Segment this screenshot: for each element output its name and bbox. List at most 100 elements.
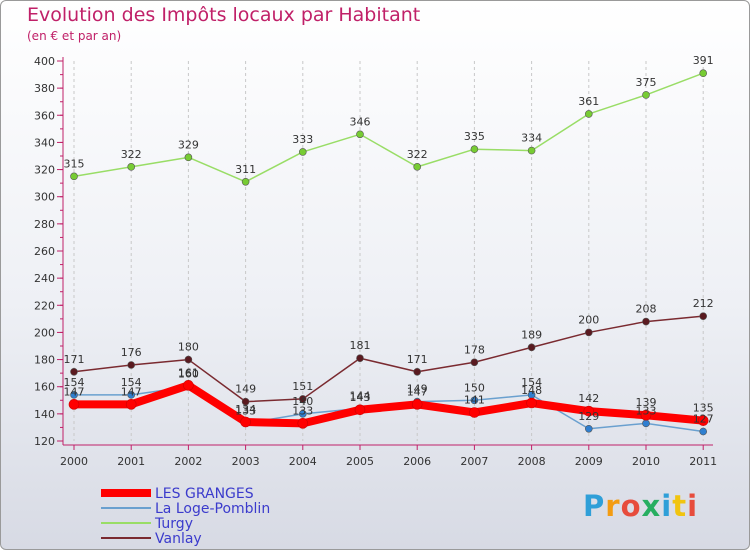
data-label-la-loge-pomblin: 133 (235, 404, 256, 417)
y-tick-label: 180 (34, 354, 55, 367)
data-label-vanlay: 176 (121, 346, 142, 359)
data-label-la-loge-pomblin: 140 (292, 395, 313, 408)
series-line-vanlay (73, 315, 704, 403)
data-label-la-loge-pomblin: 154 (121, 376, 142, 389)
logo-letter: i (687, 489, 699, 523)
data-label-les-granges: 147 (121, 385, 142, 398)
logo-letter: i (661, 489, 673, 523)
point-vanlay-2003 (241, 397, 250, 406)
point-turgy-2005 (356, 130, 364, 139)
point-turgy-2006 (413, 163, 422, 171)
y-tick-label: 380 (34, 82, 55, 95)
point-les-granges-2000 (68, 399, 80, 410)
y-tick-label: 400 (34, 55, 55, 68)
point-les-granges-2006 (411, 399, 423, 410)
y-tick-label: 280 (34, 218, 55, 231)
point-vanlay-2008 (527, 343, 536, 352)
x-tick-label: 2008 (518, 455, 546, 468)
y-tick-label: 300 (34, 191, 55, 204)
data-label-turgy: 311 (235, 163, 256, 176)
proxiti-logo: Proxiti (583, 489, 698, 523)
data-label-la-loge-pomblin: 150 (464, 381, 485, 394)
data-label-la-loge-pomblin: 129 (578, 410, 599, 423)
data-label-la-loge-pomblin: 127 (693, 413, 714, 426)
point-vanlay-2007 (470, 358, 479, 367)
point-les-granges-2011 (697, 415, 709, 426)
point-turgy-2011 (699, 69, 708, 78)
data-label-turgy: 346 (350, 115, 371, 128)
data-label-turgy: 329 (178, 138, 199, 151)
x-tick-label: 2001 (117, 455, 145, 468)
legend-label-la-loge-pomblin: La Loge-Pomblin (155, 501, 270, 517)
data-label-vanlay: 208 (636, 303, 657, 316)
data-label-les-granges: 142 (578, 392, 599, 405)
point-vanlay-2002 (184, 355, 193, 364)
point-la-loge-pomblin-2001 (127, 391, 135, 399)
point-les-granges-2001 (125, 399, 137, 410)
point-vanlay-2009 (584, 328, 593, 337)
point-vanlay-2005 (356, 354, 364, 363)
point-la-loge-pomblin-2000 (70, 391, 78, 399)
point-la-loge-pomblin-2007 (470, 396, 479, 405)
y-tick-label: 160 (34, 381, 55, 394)
x-tick-label: 2000 (60, 455, 88, 468)
y-tick-label: 260 (34, 245, 55, 258)
point-les-granges-2010 (640, 409, 652, 421)
point-les-granges-2003 (240, 416, 251, 428)
data-label-la-loge-pomblin: 144 (350, 389, 371, 402)
point-vanlay-2001 (127, 361, 135, 369)
data-label-les-granges: 148 (521, 384, 542, 397)
point-les-granges-2007 (469, 407, 480, 418)
logo-letter: P (583, 489, 606, 523)
chart-title: Evolution des Impôts locaux par Habitant (27, 4, 421, 26)
legend-label-turgy: Turgy (154, 516, 193, 532)
point-turgy-2004 (298, 148, 307, 156)
point-les-granges-2009 (583, 405, 595, 417)
data-label-turgy: 391 (693, 54, 714, 67)
logo-letter: x (641, 489, 662, 523)
x-tick-label: 2010 (632, 455, 660, 468)
x-tick-label: 2009 (575, 455, 603, 468)
y-tick-label: 120 (34, 435, 55, 448)
point-turgy-2000 (70, 172, 78, 181)
x-tick-label: 2005 (346, 455, 374, 468)
x-tick-label: 2006 (403, 455, 431, 468)
point-les-granges-2005 (354, 404, 366, 416)
data-label-vanlay: 171 (64, 353, 85, 366)
data-label-vanlay: 178 (464, 343, 485, 356)
x-tick-label: 2004 (289, 455, 317, 468)
data-label-les-granges: 139 (636, 396, 657, 409)
point-turgy-2008 (527, 146, 536, 155)
y-tick-label: 360 (34, 109, 55, 122)
data-label-turgy: 322 (407, 148, 428, 161)
data-label-les-granges: 135 (693, 402, 714, 415)
point-vanlay-2011 (699, 312, 708, 320)
legend-label-les-granges: LES GRANGES (155, 486, 254, 502)
data-label-la-loge-pomblin: 149 (407, 383, 428, 396)
point-les-granges-2004 (297, 418, 309, 429)
y-tick-label: 220 (34, 299, 55, 312)
data-label-les-granges: 147 (407, 385, 428, 398)
point-vanlay-2010 (642, 317, 650, 326)
point-les-granges-2002 (183, 380, 194, 391)
data-label-vanlay: 151 (292, 380, 313, 393)
data-label-vanlay: 212 (693, 297, 714, 310)
data-label-la-loge-pomblin: 160 (178, 368, 199, 381)
data-label-la-loge-pomblin: 133 (636, 404, 657, 417)
data-label-vanlay: 180 (178, 341, 199, 354)
data-label-turgy: 322 (121, 148, 142, 161)
logo-letter: r (605, 489, 621, 523)
point-la-loge-pomblin-2004 (298, 410, 307, 418)
point-les-granges-2008 (526, 397, 537, 409)
point-turgy-2003 (241, 177, 250, 186)
data-label-vanlay: 189 (521, 328, 542, 341)
data-label-vanlay: 200 (578, 313, 599, 326)
chart-subtitle: (en € et par an) (27, 29, 122, 43)
point-turgy-2001 (127, 163, 135, 171)
point-la-loge-pomblin-2009 (584, 424, 593, 433)
y-tick-label: 140 (34, 408, 55, 421)
series-line-turgy (73, 72, 704, 183)
legend-label-vanlay: Vanlay (155, 531, 202, 547)
